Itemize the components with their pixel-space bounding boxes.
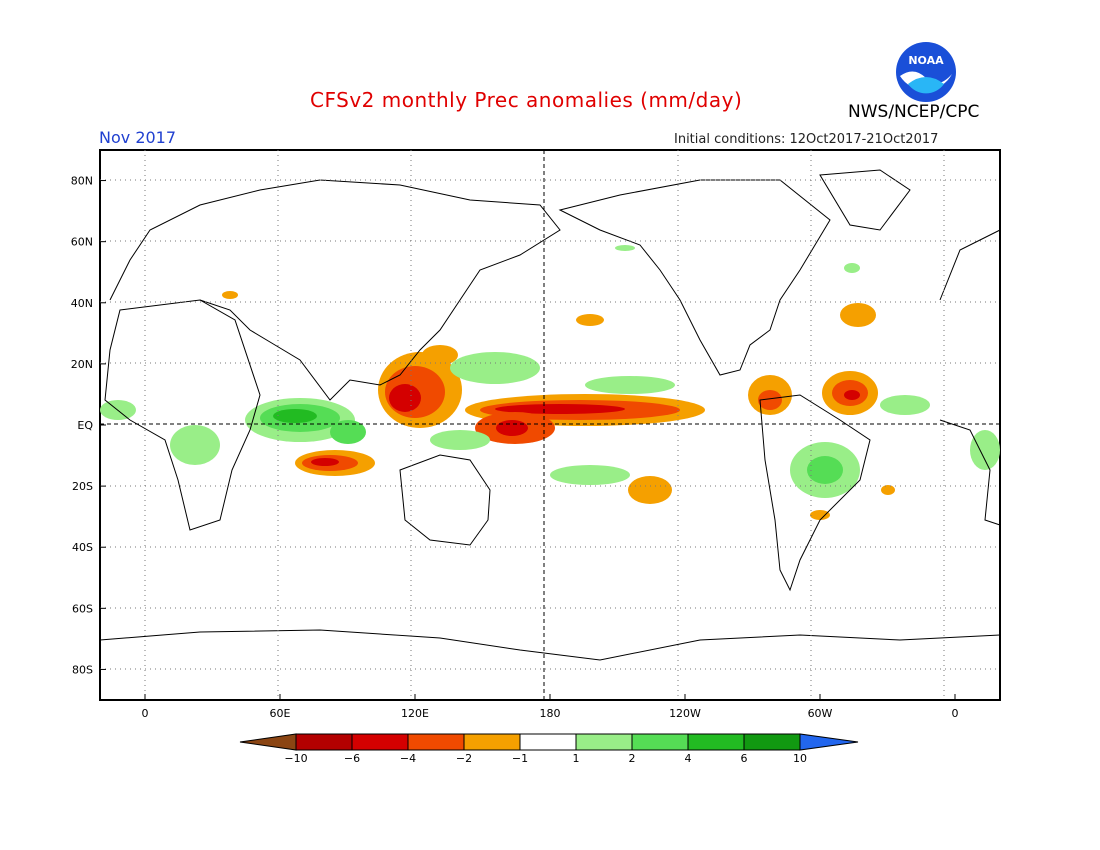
coastlines (99, 169, 1001, 661)
colorbar: −10 −6 −4 −2 −1 1 2 4 6 10 (239, 733, 859, 765)
lat-label: 80N (71, 175, 93, 188)
colorbar-bin (295, 733, 353, 751)
colorbar-bin (351, 733, 409, 751)
lat-label: 80S (72, 663, 93, 676)
colorbar-label: −2 (456, 752, 472, 765)
colorbar-label: 1 (573, 752, 580, 765)
colorbar-arrow-right (799, 733, 859, 751)
lat-axis: 80N 60N 40N 20N EQ 20S 40S 60S 80S (71, 175, 106, 676)
colorbar-label: 4 (685, 752, 692, 765)
lat-label: 40N (71, 297, 93, 310)
lat-label: 60N (71, 236, 93, 249)
colorbar-label: −4 (400, 752, 416, 765)
colorbar-bin (687, 733, 745, 751)
anomaly-field (100, 245, 1000, 520)
colorbar-bin (463, 733, 521, 751)
gridlines (100, 150, 1000, 700)
colorbar-label: 2 (629, 752, 636, 765)
forecast-month: Nov 2017 (99, 128, 177, 147)
lat-label: EQ (77, 419, 93, 432)
lat-label: 40S (72, 541, 93, 554)
lon-label: 60E (270, 707, 291, 720)
colorbar-label: 10 (793, 752, 807, 765)
colorbar-arrow-left (239, 733, 297, 751)
colorbar-bin (519, 733, 577, 751)
page-title: CFSv2 monthly Prec anomalies (mm/day) (310, 88, 743, 112)
lon-label: 0 (952, 707, 959, 720)
lat-label: 20S (72, 480, 93, 493)
lon-label: 120W (669, 707, 701, 720)
colorbar-label: −1 (512, 752, 528, 765)
lon-label: 120E (401, 707, 429, 720)
lon-label: 60W (808, 707, 833, 720)
lon-axis: 0 60E 120E 180 120W 60W 0 (142, 694, 959, 720)
colorbar-bin (631, 733, 689, 751)
lon-label: 180 (540, 707, 561, 720)
colorbar-label: −6 (344, 752, 360, 765)
colorbar-bin (407, 733, 465, 751)
lat-label: 60S (72, 602, 93, 615)
colorbar-bin (575, 733, 633, 751)
noaa-logo: NOAA (896, 42, 956, 102)
logo-text: NOAA (908, 54, 944, 67)
colorbar-label: 6 (741, 752, 748, 765)
lon-label: 0 (142, 707, 149, 720)
colorbar-label: −10 (284, 752, 307, 765)
colorbar-bin (743, 733, 801, 751)
agency-label: NWS/NCEP/CPC (848, 102, 980, 122)
initial-conditions: Initial conditions: 12Oct2017-21Oct2017 (674, 132, 939, 147)
lat-label: 20N (71, 358, 93, 371)
